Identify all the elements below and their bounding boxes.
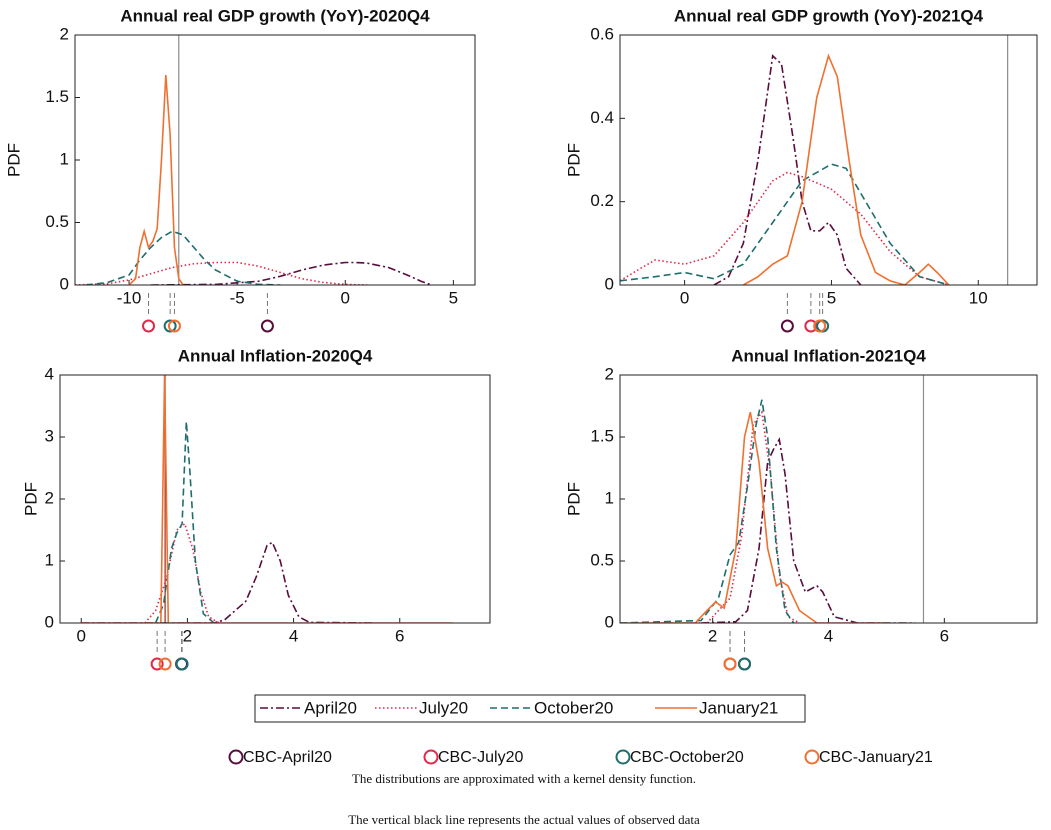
density-curve — [128, 74, 184, 285]
cbc-marker — [780, 319, 794, 333]
x-tick-label: -10 — [117, 288, 142, 307]
x-tick-label: 0 — [77, 626, 86, 645]
y-tick-label: 1.5 — [590, 426, 614, 445]
cbc-marker — [260, 319, 274, 333]
y-tick-label: 4 — [45, 364, 54, 383]
legend-label: October20 — [534, 698, 613, 717]
y-tick-label: 0.2 — [590, 191, 614, 210]
chart-title: Annual Inflation-2021Q4 — [731, 346, 926, 365]
chart-title: Annual real GDP growth (YoY)-2021Q4 — [674, 6, 984, 25]
x-tick-label: 4 — [289, 626, 298, 645]
density-curve — [75, 261, 367, 285]
chart-title: Annual Inflation-2020Q4 — [178, 346, 373, 365]
y-tick-label: 0 — [60, 274, 69, 293]
density-curve — [81, 375, 453, 623]
axes-box — [74, 34, 476, 286]
density-curve — [620, 399, 795, 623]
y-axis-label: PDF — [21, 482, 40, 516]
x-tick-label: 5 — [449, 288, 458, 307]
density-curve — [150, 261, 433, 285]
cbc-legend-marker — [804, 749, 820, 765]
y-tick-label: 2 — [45, 488, 54, 507]
y-tick-label: 3 — [45, 426, 54, 445]
y-tick-label: 1 — [45, 550, 54, 569]
cbc-legend-label: CBC-April20 — [243, 749, 332, 766]
y-tick-label: 0 — [45, 612, 54, 631]
cbc-marker — [738, 657, 752, 671]
y-tick-label: 0.5 — [590, 550, 614, 569]
chart-title: Annual real GDP growth (YoY)-2020Q4 — [120, 6, 430, 25]
legend-label: April20 — [304, 698, 357, 717]
x-tick-label: 2 — [708, 626, 717, 645]
footnote: The vertical black line represents the a… — [348, 812, 700, 827]
footnote: The distributions are approximated with … — [352, 771, 696, 786]
density-curve — [85, 230, 281, 285]
x-tick-label: 6 — [940, 626, 949, 645]
x-tick-label: 0 — [341, 288, 350, 307]
y-tick-label: 0 — [605, 612, 614, 631]
cbc-marker — [167, 319, 181, 333]
legend-label: July20 — [419, 698, 468, 717]
cbc-legend-label: CBC-July20 — [438, 749, 523, 766]
cbc-marker — [158, 657, 172, 671]
cbc-marker — [142, 319, 156, 333]
x-tick-label: 10 — [969, 288, 988, 307]
cbc-legend-label: CBC-January21 — [819, 749, 933, 766]
cbc-marker — [150, 657, 164, 671]
y-axis-label: PDF — [4, 143, 23, 177]
cbc-legend-marker — [615, 749, 631, 765]
cbc-marker — [175, 657, 189, 671]
density-curve — [154, 421, 215, 623]
legend-label: January21 — [699, 698, 778, 717]
y-tick-label: 1.5 — [45, 87, 69, 106]
cbc-marker — [163, 319, 177, 333]
y-tick-label: 0 — [605, 274, 614, 293]
x-tick-label: -5 — [230, 288, 245, 307]
density-curve — [620, 171, 950, 285]
x-tick-label: 6 — [395, 626, 404, 645]
x-tick-label: 5 — [827, 288, 836, 307]
cbc-legend-marker — [228, 749, 244, 765]
density-curve — [742, 53, 950, 285]
density-curve — [81, 541, 374, 623]
x-tick-label: 4 — [824, 626, 833, 645]
y-axis-label: PDF — [564, 482, 583, 516]
y-tick-label: 0.6 — [590, 24, 614, 43]
x-tick-label: 2 — [183, 626, 192, 645]
cbc-legend-marker — [423, 749, 439, 765]
density-curve — [713, 54, 862, 285]
density-curve — [701, 437, 916, 623]
y-tick-label: 0.5 — [45, 212, 69, 231]
y-axis-label: PDF — [564, 143, 583, 177]
cbc-marker — [723, 657, 737, 671]
y-tick-label: 2 — [605, 364, 614, 383]
axes-box — [619, 374, 1038, 624]
cbc-legend-label: CBC-October20 — [630, 749, 744, 766]
density-curve — [620, 412, 887, 623]
y-tick-label: 0.4 — [590, 108, 614, 127]
axes-box — [619, 34, 1038, 286]
cbc-marker — [813, 319, 827, 333]
density-curve — [144, 522, 220, 623]
y-tick-label: 2 — [60, 24, 69, 43]
axes-box — [59, 374, 491, 624]
y-tick-label: 1 — [605, 488, 614, 507]
density-curve — [620, 163, 950, 285]
x-tick-label: 0 — [680, 288, 689, 307]
y-tick-label: 1 — [60, 149, 69, 168]
